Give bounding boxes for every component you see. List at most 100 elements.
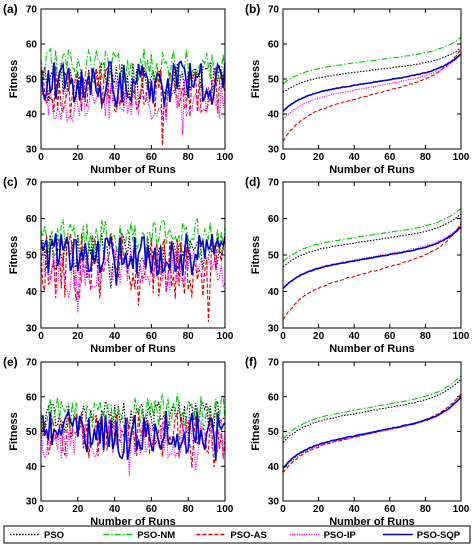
y-tick-label: 50 — [26, 251, 38, 262]
y-tick-label: 50 — [268, 251, 280, 262]
series-line-pso-nm — [283, 36, 461, 85]
x-tick-label: 80 — [420, 152, 432, 163]
panel-b: 0 20 40 60 80 100 30 40 50 60 70 Number of Runs Fitn… — [245, 2, 470, 176]
y-tick-label: 50 — [268, 427, 280, 438]
y-tick-label: 50 — [26, 75, 38, 86]
y-tick-label: 70 — [26, 178, 38, 189]
y-axis-title: Fitness — [250, 412, 262, 451]
y-tick-label: 60 — [268, 214, 280, 225]
y-tick-label: 70 — [268, 358, 280, 369]
x-tick-label: 100 — [453, 331, 470, 342]
y-tick-label: 40 — [26, 287, 38, 298]
y-tick-label: 70 — [26, 358, 38, 369]
series-group — [283, 208, 461, 321]
x-tick-label: 40 — [109, 331, 121, 342]
x-axis-title: Number of Runs — [90, 343, 176, 355]
x-tick-label: 100 — [217, 152, 234, 163]
plot-frame — [282, 181, 462, 329]
legend-label-pso: PSO — [44, 530, 64, 541]
y-tick-label: 60 — [26, 214, 38, 225]
series-line-pso — [283, 47, 461, 94]
series-group — [41, 393, 225, 477]
x-tick-label: 80 — [183, 504, 195, 515]
y-tick-label: 40 — [268, 462, 280, 473]
x-tick-label: 60 — [384, 504, 396, 515]
panel-e: 0 20 40 60 80 100 30 40 50 60 70 Number of Runs Fitn… — [3, 355, 234, 528]
x-tick-label: 60 — [146, 152, 158, 163]
x-tick-label: 60 — [146, 331, 158, 342]
y-tick-label: 30 — [268, 497, 280, 508]
series-line-pso-nm — [283, 208, 461, 262]
x-axis-title: Number of Runs — [329, 343, 415, 355]
x-axis-title: Number of Runs — [329, 516, 415, 528]
series-group — [283, 375, 461, 474]
panel-letter: (c) — [3, 175, 18, 189]
x-tick-label: 0 — [38, 504, 44, 515]
y-tick-label: 70 — [26, 5, 38, 16]
x-axis-title: Number of Runs — [329, 164, 415, 176]
x-tick-label: 100 — [453, 152, 470, 163]
panel-c: 0 20 40 60 80 100 30 40 50 60 70 Number of Runs Fitn… — [3, 175, 234, 355]
series-line-pso-nm — [283, 375, 461, 440]
plot-frame — [282, 361, 462, 502]
y-tick-label: 50 — [26, 427, 38, 438]
series-line-pso — [41, 232, 225, 289]
y-tick-label: 60 — [26, 40, 38, 51]
series-line-pso-ip — [283, 396, 461, 471]
panel-f: 0 20 40 60 80 100 30 40 50 60 70 Number of Runs Fitn… — [245, 355, 470, 528]
series-line-pso-as — [283, 223, 461, 321]
series-group — [41, 218, 225, 322]
x-tick-label: 60 — [146, 504, 158, 515]
y-tick-label: 40 — [268, 287, 280, 298]
series-line-pso-as — [41, 65, 225, 146]
legend: PSO PSO-NM PSO-AS PSO-IP PSO-SQP — [3, 525, 471, 544]
y-tick-label: 40 — [26, 462, 38, 473]
legend-label-pso-as: PSO-AS — [230, 530, 266, 541]
x-tick-label: 20 — [313, 152, 325, 163]
x-tick-label: 40 — [349, 504, 361, 515]
y-axis-title: Fitness — [250, 236, 262, 275]
y-axis-title: Fitness — [8, 236, 20, 275]
series-line-pso — [283, 213, 461, 268]
y-tick-label: 40 — [26, 110, 38, 121]
y-tick-label: 30 — [268, 145, 280, 156]
series-line-pso-ip — [283, 53, 461, 120]
x-axis-title: Number of Runs — [90, 516, 176, 528]
series-line-pso — [283, 378, 461, 443]
x-tick-label: 0 — [280, 152, 286, 163]
panel-letter: (f) — [245, 355, 257, 369]
series-group — [41, 47, 225, 146]
y-axis-title: Fitness — [8, 412, 20, 451]
y-tick-label: 70 — [268, 178, 280, 189]
series-line-pso-sqp — [41, 60, 225, 108]
x-tick-label: 80 — [420, 504, 432, 515]
panel-letter: (d) — [245, 175, 260, 189]
panel-a: 0 20 40 60 80 100 30 40 50 60 70 Number of Runs Fitn… — [3, 2, 234, 176]
y-tick-label: 30 — [26, 497, 38, 508]
y-tick-label: 30 — [268, 324, 280, 335]
y-tick-label: 70 — [268, 5, 280, 16]
y-tick-label: 60 — [268, 392, 280, 403]
x-tick-label: 20 — [72, 331, 84, 342]
series-line-pso-sqp — [283, 395, 461, 469]
y-tick-label: 60 — [26, 392, 38, 403]
x-tick-label: 60 — [384, 331, 396, 342]
x-tick-label: 40 — [349, 152, 361, 163]
series-line-pso-sqp — [41, 233, 225, 286]
y-tick-label: 50 — [268, 75, 280, 86]
x-tick-label: 20 — [72, 504, 84, 515]
panel-letter: (e) — [3, 355, 18, 369]
x-tick-label: 0 — [280, 331, 286, 342]
y-tick-label: 30 — [26, 324, 38, 335]
series-line-pso-sqp — [283, 226, 461, 290]
x-tick-label: 0 — [280, 504, 286, 515]
x-tick-label: 80 — [183, 152, 195, 163]
x-tick-label: 100 — [217, 504, 234, 515]
series-line-pso-ip — [41, 417, 225, 477]
y-tick-label: 40 — [268, 110, 280, 121]
x-tick-label: 40 — [349, 331, 361, 342]
series-line-pso-sqp — [283, 53, 461, 112]
x-tick-label: 0 — [38, 152, 44, 163]
panel-d: 0 20 40 60 80 100 30 40 50 60 70 Number of Runs Fitn… — [245, 175, 470, 355]
